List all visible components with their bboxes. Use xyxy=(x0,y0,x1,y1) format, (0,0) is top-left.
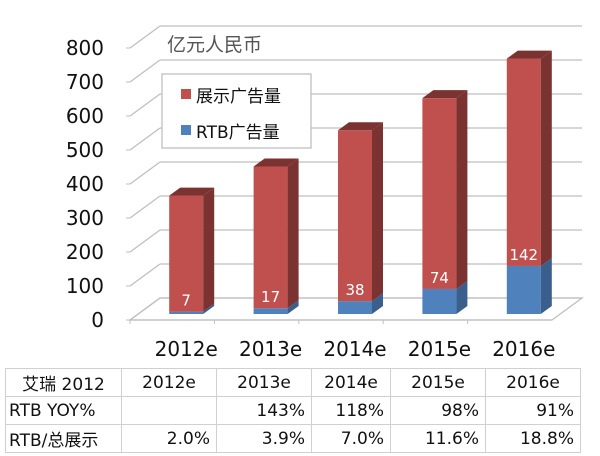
x-tick-label: 2016e xyxy=(492,337,555,361)
bar-rtb xyxy=(169,311,204,314)
side-gridline xyxy=(129,195,161,219)
x-tick-label: 2012e xyxy=(155,337,218,361)
bar-side xyxy=(287,300,299,314)
y-tick-label: 600 xyxy=(66,104,104,128)
table-header-row: 艾瑞 2012 2012e 2013e 2014e 2015e 2016e xyxy=(5,368,581,397)
table-cell: 91% xyxy=(485,396,581,425)
side-gridline xyxy=(129,229,161,253)
bar-display xyxy=(338,130,372,302)
data-label: 74 xyxy=(430,269,449,287)
bar-display xyxy=(506,58,541,266)
side-gridline xyxy=(129,127,161,151)
data-label: 142 xyxy=(509,246,538,264)
table-cell: 2014e xyxy=(311,368,391,397)
y-tick-label: 500 xyxy=(66,138,104,162)
side-gridline xyxy=(129,25,161,49)
table-cell: 143% xyxy=(216,396,312,425)
table-cell: RTB YOY% xyxy=(5,396,122,425)
legend-label: RTB广告量 xyxy=(196,123,280,143)
table-cell: 2012e xyxy=(121,368,217,397)
table-cell: 98% xyxy=(390,396,486,425)
table-cell: 艾瑞 2012 xyxy=(5,368,122,397)
legend-swatch xyxy=(181,125,191,135)
bar-side xyxy=(456,90,468,289)
bar-side xyxy=(372,293,383,314)
data-label: 17 xyxy=(261,288,280,306)
y-tick-label: 200 xyxy=(66,240,104,264)
bar-display xyxy=(169,195,204,312)
bar-display xyxy=(422,98,457,289)
table-cell xyxy=(121,396,217,425)
bar-top xyxy=(422,90,468,99)
y-tick-label: 700 xyxy=(66,70,104,94)
side-gridline xyxy=(129,161,161,185)
bar-rtb xyxy=(253,308,288,314)
side-gridline xyxy=(129,59,161,83)
data-label: 7 xyxy=(181,292,191,310)
table-cell: 118% xyxy=(311,396,391,425)
y-tick-label: 800 xyxy=(66,36,104,60)
table-cell: 2015e xyxy=(390,368,486,397)
stacked-bar-chart: 0 100 200 300 400 500 600 700 800 亿元人民币 7 2012e 17 20… xyxy=(66,25,584,361)
table-cell: 3.9% xyxy=(216,424,312,453)
bar-side xyxy=(540,257,552,314)
bar-side xyxy=(456,280,468,314)
table-cell: 7.0% xyxy=(311,424,391,453)
bar-side xyxy=(540,50,552,266)
side-gridline xyxy=(129,93,161,117)
table-cell: 18.8% xyxy=(485,424,581,453)
legend-label: 展示广告量 xyxy=(196,87,281,107)
y-tick-label: 400 xyxy=(66,172,104,196)
bar-rtb xyxy=(338,301,372,314)
y-tick-label: 100 xyxy=(66,274,104,298)
table-cell: 2.0% xyxy=(121,424,217,453)
bar-rtb xyxy=(506,265,541,314)
table-cell: 2016e xyxy=(485,368,581,397)
table-cell: 2013e xyxy=(216,368,312,397)
table-row: RTB YOY% 143% 118% 98% 91% xyxy=(5,396,581,425)
bar-side xyxy=(372,122,383,302)
y-tick-label: 0 xyxy=(91,308,104,332)
bar-top xyxy=(506,50,552,59)
bar-side xyxy=(203,187,215,312)
x-tick-label: 2013e xyxy=(239,337,302,361)
table-row: RTB/总展示 2.0% 3.9% 7.0% 11.6% 18.8% xyxy=(5,424,581,453)
bar-top xyxy=(253,158,299,167)
x-tick-label: 2014e xyxy=(323,337,386,361)
y-tick-label: 300 xyxy=(66,206,104,230)
unit-label: 亿元人民币 xyxy=(167,34,262,56)
bar-rtb xyxy=(422,288,457,314)
x-tick-label: 2015e xyxy=(408,337,471,361)
legend xyxy=(161,73,312,149)
side-gridline xyxy=(129,263,161,287)
bar-side xyxy=(287,158,299,309)
data-table: 艾瑞 2012 2012e 2013e 2014e 2015e 2016e RT… xyxy=(5,368,581,453)
table-cell: 11.6% xyxy=(390,424,486,453)
bar-side xyxy=(203,303,215,314)
data-label: 38 xyxy=(345,281,364,299)
bar-display xyxy=(253,166,288,309)
table-cell: RTB/总展示 xyxy=(5,424,122,453)
legend-swatch xyxy=(181,89,191,99)
bar-top xyxy=(169,187,215,196)
bar-top xyxy=(338,122,383,131)
